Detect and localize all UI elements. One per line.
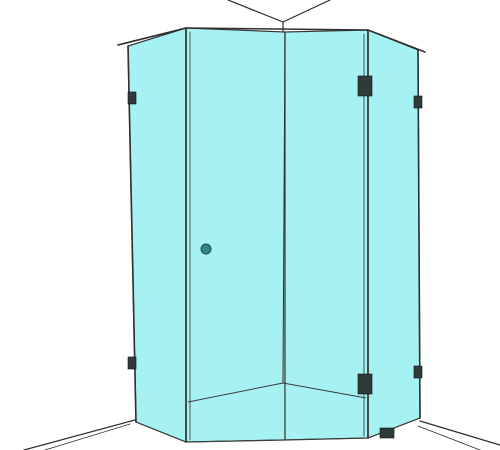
tray-left-edge	[135, 421, 187, 443]
frame-lines	[117, 27, 426, 443]
tray-front-edge	[185, 437, 369, 443]
left-lower-wall-clamp	[127, 356, 137, 370]
hardware	[127, 75, 423, 439]
center-back-corner-line	[282, 31, 286, 384]
left-upper-wall-clamp	[127, 91, 137, 105]
top-front-rim	[185, 27, 369, 31]
lower-door-hinge	[357, 373, 373, 395]
ceiling-corner-right-line	[282, 0, 331, 23]
room-lines	[23, 0, 500, 450]
floor-right-line	[419, 420, 500, 446]
right-outer-edge	[417, 49, 421, 419]
top-left-rim	[117, 27, 187, 46]
left-side-glass-panel	[127, 27, 187, 443]
door-knob	[200, 243, 212, 255]
floor-right-line-2	[417, 425, 481, 450]
right-side-glass-panel	[367, 29, 421, 439]
bottom-corner-bracket	[379, 427, 395, 439]
tray-back-left-edge	[187, 382, 284, 403]
right-upper-wall-clamp	[413, 95, 423, 109]
tray-back-right-edge	[282, 382, 367, 399]
front-right-fixed-panel	[284, 29, 369, 441]
ceiling-corner-left-line	[227, 0, 284, 23]
glass-panels	[127, 27, 421, 443]
floor-left-line-2	[44, 423, 131, 450]
top-right-rim	[367, 29, 426, 53]
shower-tray	[135, 382, 421, 443]
upper-door-hinge	[357, 75, 373, 97]
floor-left-line	[23, 419, 136, 450]
front-left-door-panel	[185, 27, 286, 443]
right-lower-wall-clamp	[413, 365, 423, 379]
